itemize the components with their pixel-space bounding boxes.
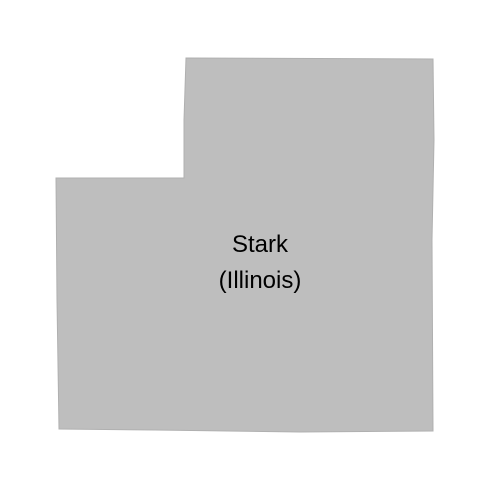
county-name-label: Stark bbox=[232, 231, 289, 258]
state-name-label: (Illinois) bbox=[219, 267, 302, 294]
